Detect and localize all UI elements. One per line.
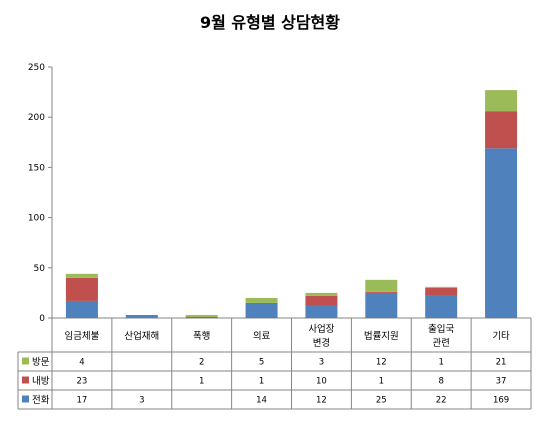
bar-segment <box>245 297 278 303</box>
bar-segment <box>305 305 338 318</box>
legend-label: 내방 <box>32 376 50 387</box>
bar-segment <box>185 316 218 318</box>
bar-segment <box>485 111 518 149</box>
data-label: 1 <box>259 377 264 387</box>
bar-segment <box>65 277 98 301</box>
data-label: 10 <box>316 377 327 387</box>
x-tick-label: 출입국 <box>428 323 454 335</box>
x-tick-label: 기타 <box>492 331 510 342</box>
data-label: 4 <box>79 358 84 368</box>
bar-segment <box>65 273 98 278</box>
data-label: 12 <box>316 396 327 406</box>
bar-segment <box>365 291 398 293</box>
x-tick-label: 폭행 <box>193 330 210 342</box>
legend-label: 방문 <box>32 357 50 368</box>
data-label: 37 <box>496 377 507 387</box>
plot-area: 0 50 100 150 200 250 <box>28 63 531 324</box>
bar-segment <box>125 314 158 318</box>
bar-segment <box>365 292 398 318</box>
x-tick-label: 의료 <box>253 331 271 342</box>
bar-segment <box>485 90 518 112</box>
y-tick-label: 100 <box>28 214 45 224</box>
data-label: 1 <box>438 358 443 368</box>
data-label: 14 <box>256 396 267 406</box>
y-tick-label: 50 <box>34 264 46 274</box>
bar-segment <box>305 292 338 296</box>
bar-segment <box>245 303 278 318</box>
data-label: 23 <box>77 377 88 387</box>
data-label: 2 <box>199 358 204 368</box>
y-tick-label: 250 <box>28 63 45 73</box>
chart-title: 9월 유형별 상담현황 <box>200 13 340 32</box>
y-tick-label: 200 <box>28 113 45 123</box>
bar-segment <box>245 302 278 304</box>
data-label: 5 <box>259 358 264 368</box>
data-label: 1 <box>199 377 204 387</box>
x-tick-label: 관련 <box>432 338 449 349</box>
bar-segment <box>365 279 398 292</box>
bar-segment <box>425 287 458 296</box>
x-tick-label: 산업재해 <box>124 330 159 342</box>
bar-segment <box>425 295 458 318</box>
data-label: 3 <box>139 396 144 406</box>
y-tick-label: 150 <box>28 163 45 173</box>
x-tick-label: 임금체불 <box>64 330 99 342</box>
data-label: 1 <box>379 377 384 387</box>
bar-segment <box>65 300 98 318</box>
legend-swatch <box>22 357 29 365</box>
data-label: 169 <box>493 396 509 406</box>
data-label: 21 <box>496 358 507 368</box>
data-label: 22 <box>436 396 447 406</box>
bar-segment <box>425 286 458 288</box>
data-label: 3 <box>319 358 324 368</box>
data-label: 17 <box>77 396 88 406</box>
data-label: 8 <box>438 377 443 387</box>
x-tick-label: 사업장 <box>308 323 334 335</box>
bar-segment <box>185 314 218 317</box>
legend-swatch <box>22 395 29 403</box>
x-tick-label: 변경 <box>313 337 330 349</box>
bar-segment <box>305 295 338 306</box>
data-label: 12 <box>376 358 387 368</box>
data-label: 25 <box>376 396 387 406</box>
legend-label: 전화 <box>32 395 50 406</box>
bar-segment <box>485 148 518 318</box>
legend-swatch <box>22 376 29 384</box>
x-tick-label: 법률지원 <box>364 331 399 342</box>
y-tick-label: 0 <box>39 314 45 324</box>
